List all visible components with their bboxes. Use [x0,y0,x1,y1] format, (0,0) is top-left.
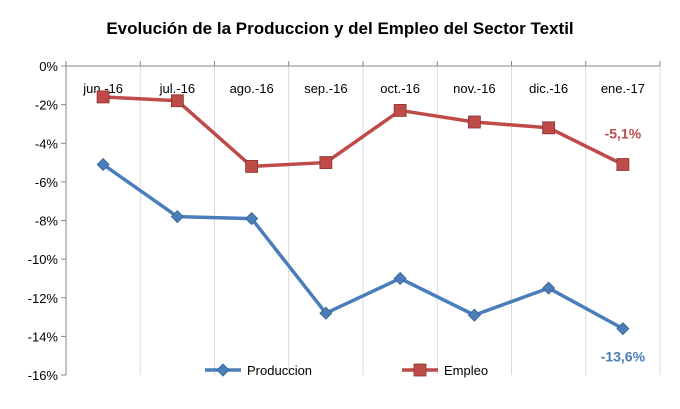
x-tick-label: jun.-16 [82,81,123,96]
data-point-produccion [542,281,556,295]
data-point-empleo [96,90,110,104]
legend: Produccion Empleo [205,363,488,378]
data-point-produccion [393,271,407,286]
series-layer: -13,6% -5,1% [96,90,646,365]
series-produccion: -13,6% [96,157,646,365]
x-tick-label: oct.-16 [380,81,420,96]
y-tick-label: -6% [35,175,59,190]
series-line-produccion [102,163,624,331]
y-tick-label: -4% [35,136,59,151]
data-point-empleo [393,104,407,117]
legend-label-produccion: Produccion [247,363,312,378]
chart-title: Evolución de la Produccion y del Empleo … [106,19,573,38]
data-point-empleo [542,121,556,135]
data-point-produccion [96,157,110,172]
end-label-empleo: -5,1% [605,125,642,141]
y-tick-label: -16% [28,368,59,383]
x-tick-label: jul.-16 [159,81,195,96]
y-tick-label: 0% [39,59,58,74]
data-point-empleo [319,156,333,169]
series-line-empleo [103,95,624,169]
data-point-empleo [616,158,630,171]
x-tick-label: ago.-16 [230,81,274,96]
data-point-empleo [467,115,481,129]
x-tick-label: nov.-16 [453,81,495,96]
legend-item-produccion: Produccion [205,363,312,378]
legend-marker-empleo [413,363,427,377]
y-tick-label: -10% [28,252,59,267]
y-axis-ticks: 0% -2% -4% -6% -8% -10% -12% -14% -16% [28,59,66,383]
y-tick-label: -8% [35,214,59,229]
data-point-produccion [616,322,630,336]
x-tick-label: sep.-16 [304,81,347,96]
x-axis-ticks: jun.-16 jul.-16 ago.-16 sep.-16 oct.-16 nov.-… [65,61,661,96]
series-empleo: -5,1% [96,90,642,173]
data-point-produccion [319,306,333,320]
x-tick-label: ene.-17 [601,81,645,96]
data-point-produccion [467,308,481,322]
legend-marker-produccion [216,363,230,377]
y-tick-label: -14% [28,329,59,344]
data-point-empleo [245,160,259,173]
x-tick-label: dic.-16 [529,81,568,96]
legend-item-empleo: Empleo [402,363,488,378]
end-label-produccion: -13,6% [601,349,646,365]
y-tick-label: -2% [35,98,59,113]
data-point-empleo [170,94,184,108]
data-point-produccion [170,210,184,224]
y-tick-label: -12% [28,291,59,306]
data-point-produccion [245,212,259,226]
legend-label-empleo: Empleo [444,363,488,378]
